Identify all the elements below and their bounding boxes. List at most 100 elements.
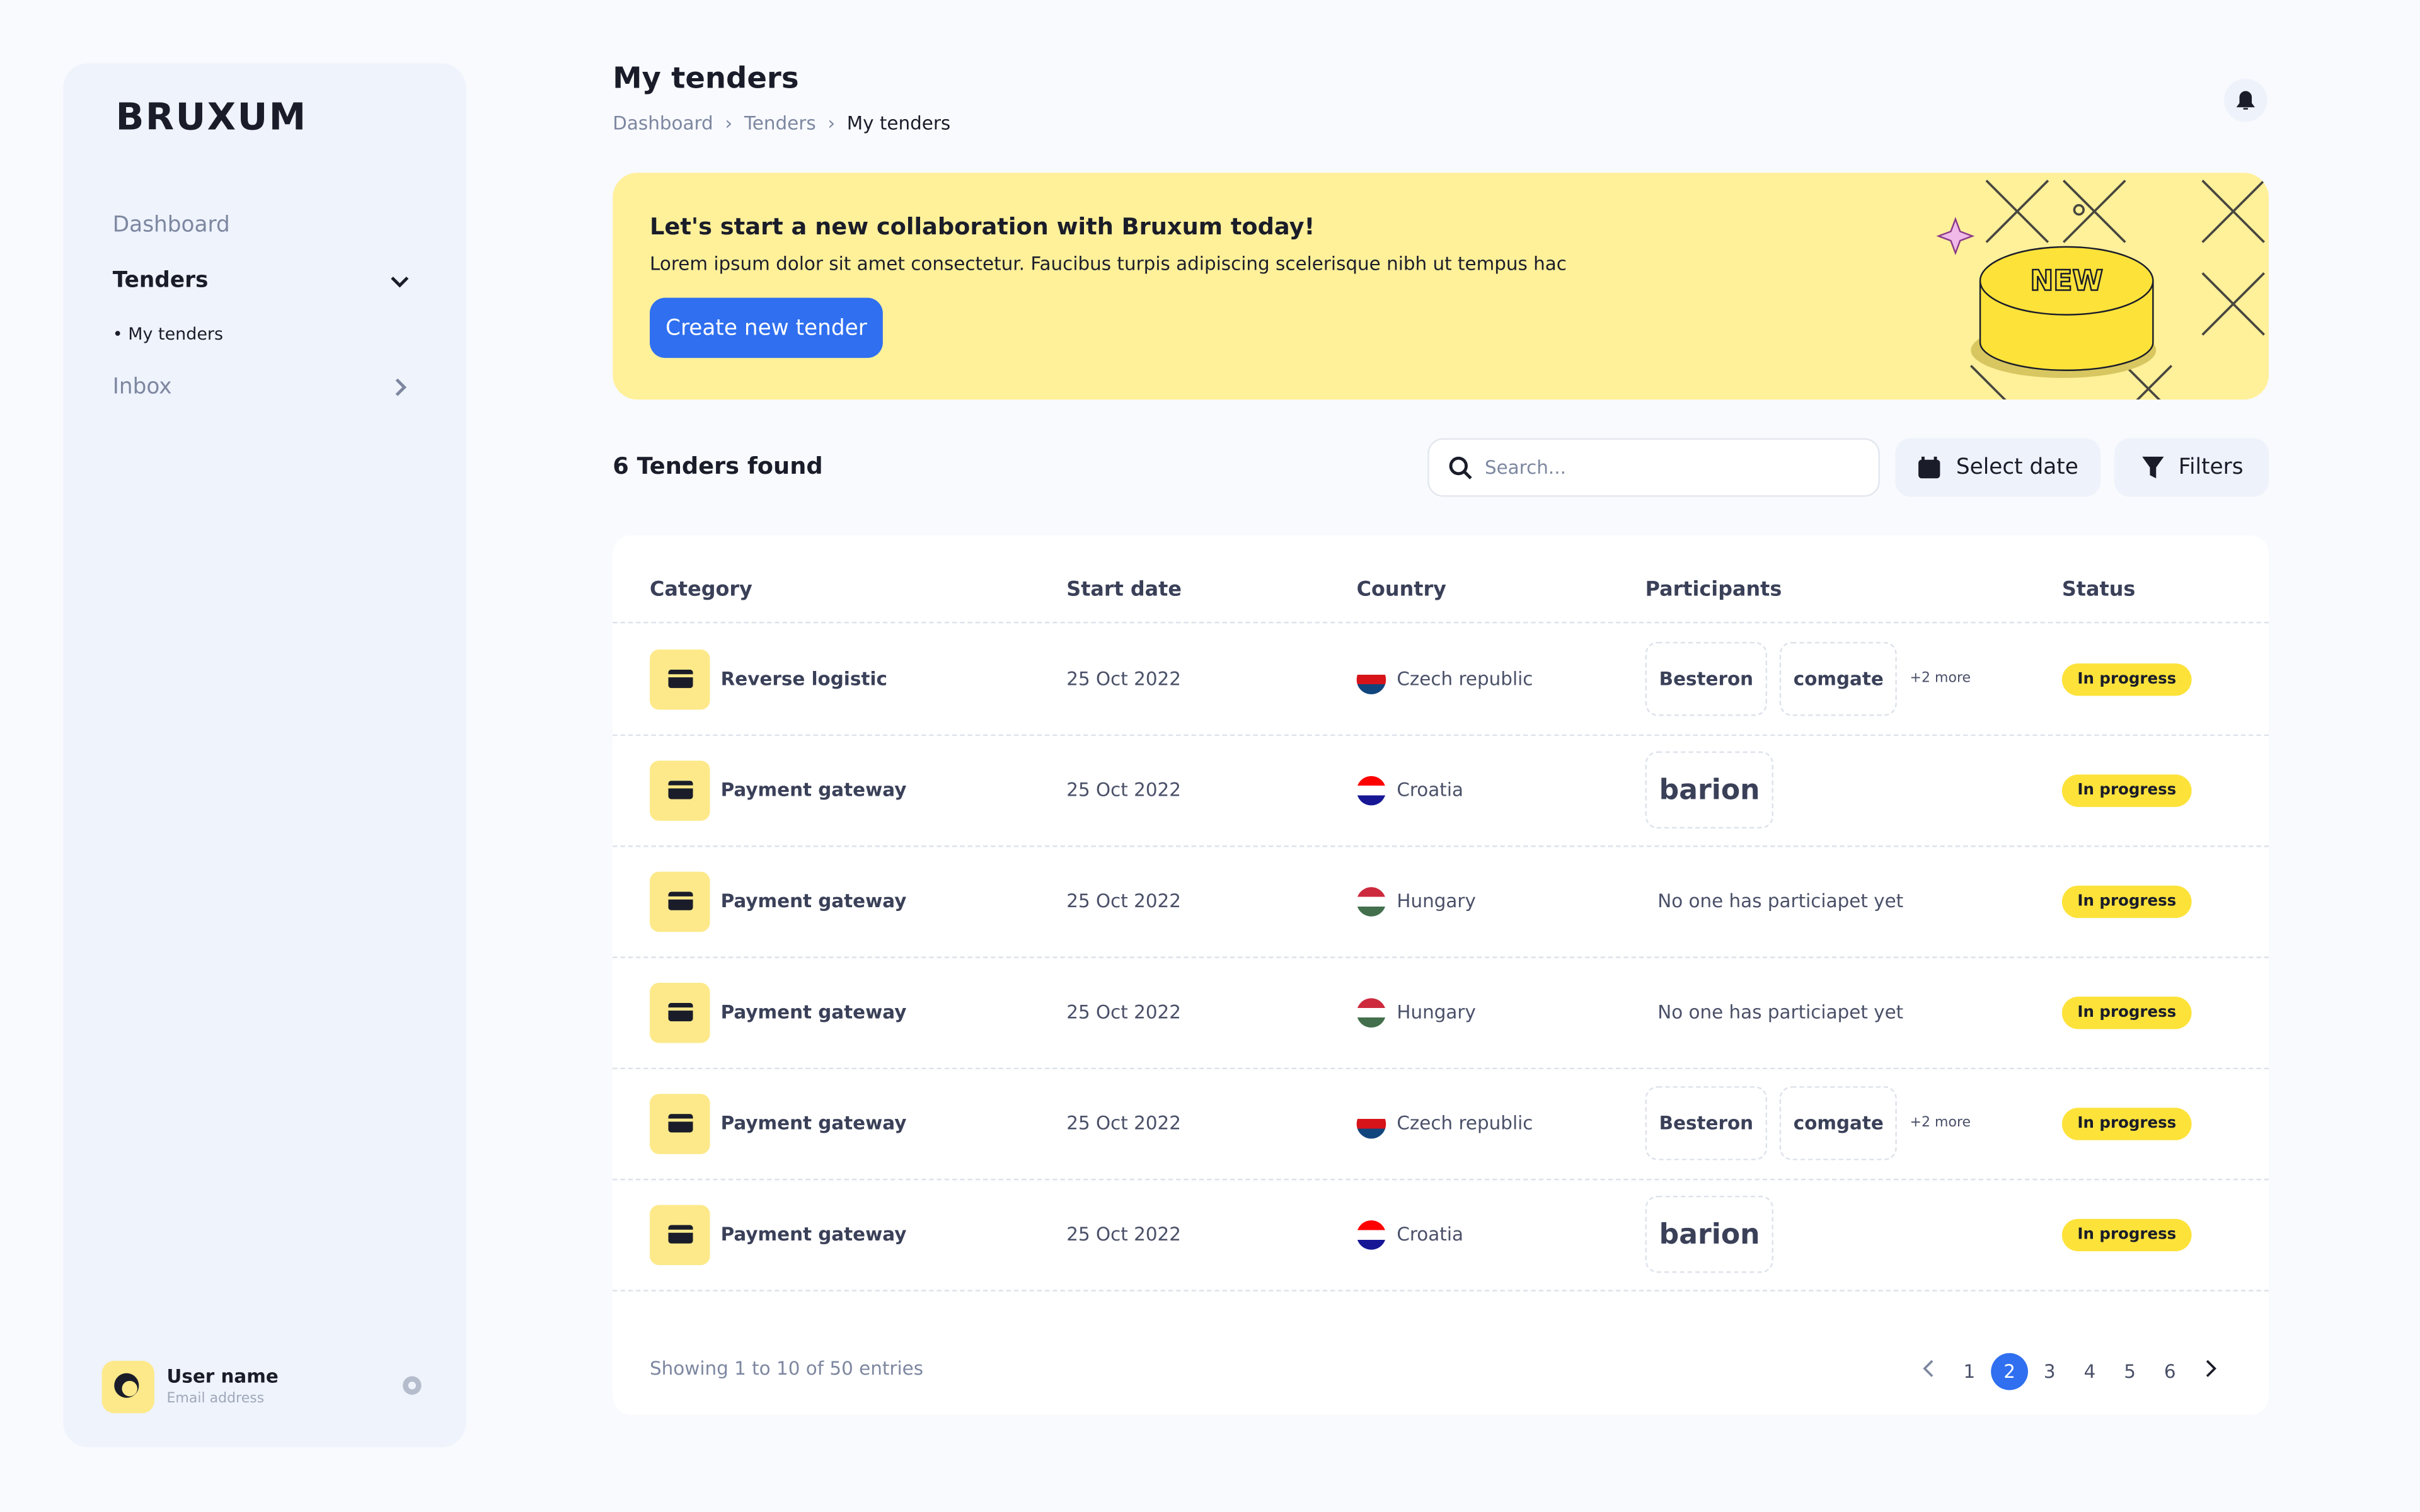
search-placeholder: Search... xyxy=(1484,456,1566,479)
category-icon xyxy=(650,760,710,820)
search-input[interactable]: Search... xyxy=(1427,438,1880,497)
country-cell: Czech republic xyxy=(1356,623,1533,734)
flag xyxy=(1356,1219,1386,1249)
country: Czech republic xyxy=(1397,1112,1533,1135)
status-cell: In progress xyxy=(2061,735,2192,845)
next-page[interactable] xyxy=(2192,1350,2229,1394)
column-header: Country xyxy=(1356,578,1446,602)
country: Hungary xyxy=(1397,890,1476,912)
date-cell: 25 Oct 2022 xyxy=(1066,1179,1181,1290)
start-date: 25 Oct 2022 xyxy=(1066,779,1181,801)
category: Reverse logistic xyxy=(720,668,887,690)
page-button[interactable]: 3 xyxy=(2043,1361,2056,1383)
category-icon xyxy=(650,648,710,709)
flag xyxy=(1356,1108,1386,1138)
category-cell: Payment gateway xyxy=(650,845,906,956)
status: In progress xyxy=(2061,774,2192,806)
category-cell: Payment gateway xyxy=(650,1068,906,1179)
date-button[interactable]: Select date xyxy=(1895,438,2101,497)
country: Croatia xyxy=(1397,1223,1463,1246)
prev-page[interactable] xyxy=(1911,1350,1948,1394)
table-row[interactable]: Payment gateway 25 Oct 2022 Czech republic… xyxy=(613,1068,2269,1181)
start-date: 25 Oct 2022 xyxy=(1066,1001,1181,1023)
nav-subitem[interactable]: • My tenders xyxy=(112,324,224,345)
category: Payment gateway xyxy=(720,1001,907,1023)
date-cell: 25 Oct 2022 xyxy=(1066,735,1181,845)
status-cell: In progress xyxy=(2061,1068,2192,1179)
table-row[interactable]: Payment gateway 25 Oct 2022 Hungary No one … xyxy=(613,845,2269,958)
badge: NEW xyxy=(2030,265,2103,297)
page-button[interactable]: 1 xyxy=(1963,1361,1976,1383)
pagination-summary: Showing 1 to 10 of 50 entries xyxy=(650,1358,924,1380)
status-cell: In progress xyxy=(2061,623,2192,734)
date-cell: 25 Oct 2022 xyxy=(1066,1068,1181,1179)
category-icon xyxy=(650,1204,710,1264)
banner-illustration: NEW xyxy=(1936,180,2265,400)
nav-item[interactable]: Dashboard xyxy=(112,212,230,238)
filters-button[interactable]: Filters xyxy=(2114,438,2269,497)
table-row[interactable]: Payment gateway 25 Oct 2022 Croatia barion I… xyxy=(613,1179,2269,1292)
page-button[interactable]: 5 xyxy=(2124,1361,2136,1383)
category-icon xyxy=(650,1093,710,1154)
table-row[interactable]: Reverse logistic 25 Oct 2022 Czech republi… xyxy=(613,623,2269,736)
table-header: Category Start date Country Participants Sta… xyxy=(613,536,2269,624)
settings-icon[interactable] xyxy=(400,1373,424,1398)
more-participants: +2 more xyxy=(1910,671,1971,687)
crumb[interactable]: Tenders xyxy=(744,112,816,135)
participants-cell: Besteron comgate +2 more xyxy=(1645,1068,1971,1179)
category-cell: Payment gateway xyxy=(650,956,906,1067)
participant-logo: comgate xyxy=(1779,1086,1898,1160)
avatar xyxy=(101,1361,154,1414)
participants-cell: Besteron comgate +2 more xyxy=(1645,623,1971,734)
table-row[interactable]: Payment gateway 25 Oct 2022 Croatia barion I… xyxy=(613,735,2269,847)
flag xyxy=(1356,886,1386,916)
nav-subitem-label: My tenders xyxy=(128,324,224,345)
banner: NEW xyxy=(613,173,2269,400)
crumb[interactable]: Dashboard xyxy=(613,112,713,135)
country-cell: Hungary xyxy=(1356,956,1476,1067)
category: Payment gateway xyxy=(720,1112,907,1135)
nav-item[interactable]: Inbox xyxy=(112,375,172,400)
more-participants: +2 more xyxy=(1910,1115,1971,1131)
status: In progress xyxy=(2061,885,2192,917)
participant-logo: Besteron xyxy=(1645,1086,1768,1160)
category-icon xyxy=(650,871,710,931)
chevron-right xyxy=(395,378,407,396)
calendar-icon xyxy=(1919,456,1941,479)
participants-cell: barion xyxy=(1645,1179,1787,1290)
create-button[interactable]: Create new tender xyxy=(650,297,883,358)
notification-bell[interactable] xyxy=(2224,78,2267,122)
participant-logo: barion xyxy=(1645,1195,1774,1273)
category-cell: Payment gateway xyxy=(650,735,906,845)
page-button[interactable]: 6 xyxy=(2164,1361,2176,1383)
column-header: Participants xyxy=(1645,578,1782,602)
status: In progress xyxy=(2061,1107,2192,1140)
filters-label: Filters xyxy=(2178,455,2244,480)
country: Hungary xyxy=(1397,1001,1476,1023)
date-label: Select date xyxy=(1956,455,2078,480)
nav-item[interactable]: Tenders xyxy=(112,268,209,294)
table-row[interactable]: Payment gateway 25 Oct 2022 Hungary No one … xyxy=(613,956,2269,1070)
start-date: 25 Oct 2022 xyxy=(1066,890,1181,912)
result-count: 6 Tenders found xyxy=(613,452,823,480)
page-button[interactable]: 2 xyxy=(1991,1353,2028,1390)
country-cell: Croatia xyxy=(1356,735,1463,845)
category-icon xyxy=(650,982,710,1043)
country: Croatia xyxy=(1397,779,1463,801)
table-card xyxy=(613,535,2269,1415)
country-cell: Czech republic xyxy=(1356,1068,1533,1179)
country: Czech republic xyxy=(1397,668,1533,690)
participant-logo: comgate xyxy=(1779,641,1898,716)
page-button[interactable]: 4 xyxy=(2083,1361,2096,1383)
status: In progress xyxy=(2061,995,2192,1029)
participants-cell: barion xyxy=(1645,735,1787,845)
banner-title: Let's start a new collaboration with Bru… xyxy=(650,212,1315,241)
status-cell: In progress xyxy=(2061,956,2192,1067)
search-icon xyxy=(1449,456,1472,479)
date-cell: 25 Oct 2022 xyxy=(1066,845,1181,956)
chevron-down xyxy=(391,277,409,288)
country-cell: Croatia xyxy=(1356,1179,1463,1290)
